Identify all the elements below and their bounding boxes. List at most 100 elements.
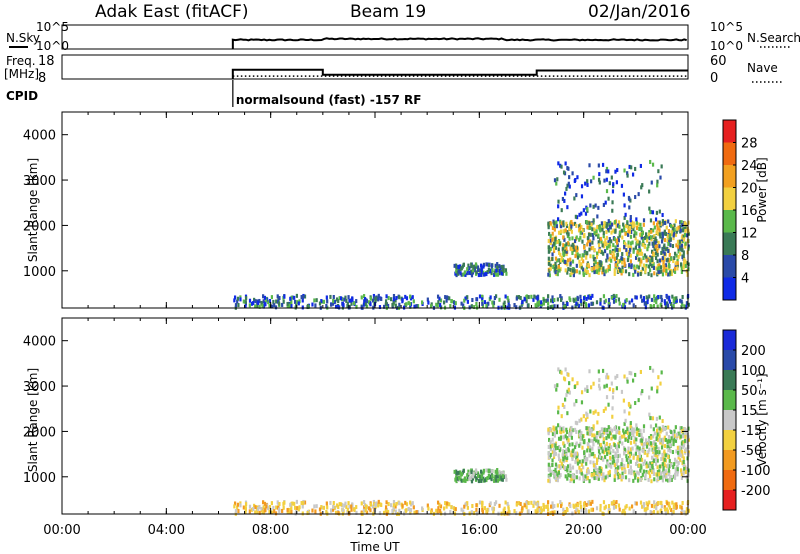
- velocity-cell: [301, 511, 304, 516]
- power-cell: [663, 257, 666, 262]
- power-cell: [587, 262, 590, 267]
- power-cell: [638, 257, 641, 262]
- velocity-cell: [595, 461, 599, 466]
- velocity-cell: [563, 443, 566, 448]
- power-cell: [341, 301, 344, 306]
- velocity-cell: [601, 476, 604, 481]
- velocity-cell: [643, 507, 646, 512]
- velocity-cell: [618, 437, 622, 442]
- power-cell: [675, 243, 678, 248]
- power-cell: [495, 268, 498, 273]
- power-cell: [629, 215, 632, 220]
- power-cell: [556, 272, 559, 277]
- velocity-cell: [496, 471, 499, 476]
- power-cell: [556, 217, 560, 222]
- power-cell: [669, 233, 672, 238]
- velocity-cell: [649, 365, 652, 370]
- power-cell: [597, 205, 600, 210]
- velocity-cell: [658, 438, 661, 443]
- power-cell: [301, 295, 305, 300]
- power-cell: [656, 231, 660, 236]
- velocity-cell: [654, 446, 657, 451]
- velocity-cell: [652, 471, 655, 476]
- velocity-cell: [631, 446, 634, 451]
- power-cell: [350, 301, 353, 306]
- velocity-cell: [559, 425, 562, 430]
- velocity-cell: [468, 511, 471, 516]
- power-cell: [574, 254, 577, 259]
- velocity-cell: [412, 505, 415, 510]
- velocity-cell: [639, 477, 642, 482]
- velocity-cell: [558, 474, 561, 479]
- velocity-cell: [301, 501, 305, 506]
- velocity-cell: [547, 444, 550, 449]
- power-cell: [623, 168, 626, 173]
- velocity-cell: [638, 432, 641, 437]
- power-cell: [651, 162, 655, 167]
- power-cell: [675, 298, 678, 303]
- velocity-cell: [597, 449, 601, 454]
- velocity-cell: [505, 477, 508, 482]
- power-cell: [632, 272, 635, 277]
- velocity-cell: [395, 502, 398, 507]
- power-cell: [264, 302, 267, 307]
- power-cell: [579, 230, 582, 235]
- velocity-cell: [592, 424, 595, 429]
- velocity-cell: [569, 463, 572, 468]
- power-cell: [655, 266, 658, 271]
- velocity-cell: [654, 462, 658, 467]
- power-cell: [588, 163, 591, 168]
- velocity-cell: [562, 435, 565, 440]
- velocity-cell: [346, 509, 349, 514]
- power-cell: [623, 263, 626, 268]
- velocity-cell: [593, 454, 596, 459]
- velocity-cell: [582, 477, 585, 482]
- velocity-cell: [668, 445, 671, 450]
- power-cell: [538, 302, 541, 307]
- power-cell: [498, 297, 501, 302]
- velocity-cell: [573, 427, 577, 432]
- velocity-cell: [635, 432, 639, 437]
- colorbar-tick-label: 24: [741, 159, 758, 174]
- power-cell: [329, 294, 332, 299]
- power-cell: [547, 294, 550, 299]
- velocity-cell: [233, 501, 237, 506]
- colorbar-tick-label: 200: [741, 344, 766, 359]
- power-cell: [369, 302, 372, 307]
- power-cell: [566, 205, 569, 210]
- power-cell: [639, 271, 642, 276]
- velocity-cell: [474, 468, 478, 473]
- velocity-cell: [571, 465, 575, 470]
- power-cell: [615, 238, 619, 243]
- velocity-cell: [683, 438, 687, 443]
- power-cell: [395, 296, 398, 301]
- velocity-cell: [650, 455, 654, 460]
- power-cell: [598, 267, 601, 272]
- power-cell: [560, 255, 563, 260]
- power-cell: [677, 254, 680, 259]
- power-cell: [494, 263, 497, 268]
- velocity-cell: [637, 398, 640, 403]
- power-cell: [659, 175, 662, 180]
- velocity-cell: [337, 505, 340, 510]
- velocity-cell: [588, 500, 591, 505]
- power-cell: [615, 180, 618, 185]
- velocity-cell: [660, 475, 663, 480]
- velocity-cell: [485, 468, 488, 473]
- velocity-cell: [622, 431, 626, 436]
- velocity-cell: [547, 451, 551, 456]
- velocity-cell: [681, 461, 684, 466]
- power-cell: [632, 303, 635, 308]
- power-cell: [507, 301, 510, 306]
- power-cell: [466, 267, 469, 272]
- colorbar-tick-label: -200: [741, 484, 771, 499]
- velocity-cell: [295, 509, 298, 514]
- velocity-cell: [653, 440, 656, 445]
- power-cell: [656, 272, 659, 277]
- power-cell: [581, 228, 584, 233]
- velocity-cell: [282, 505, 285, 510]
- velocity-cell: [655, 416, 659, 421]
- velocity-cell: [558, 464, 561, 469]
- velocity-cell: [620, 462, 623, 467]
